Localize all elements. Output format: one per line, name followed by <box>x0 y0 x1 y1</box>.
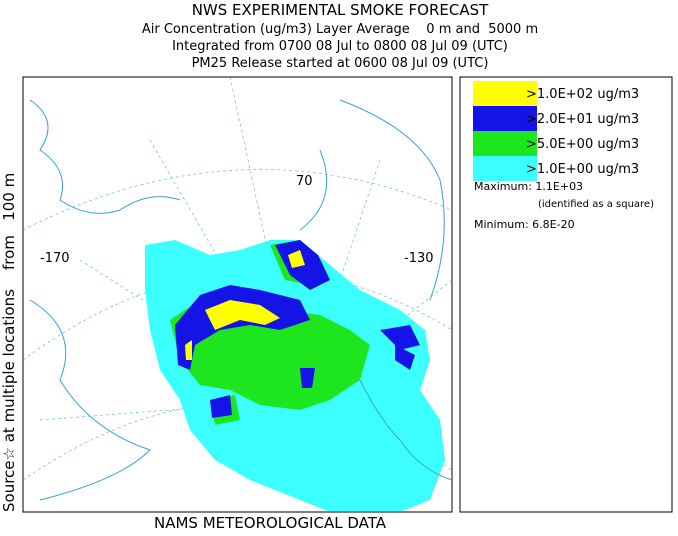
minimum: Minimum: 6.8E-20 <box>474 218 575 231</box>
map: -170 70 -130 <box>22 76 453 513</box>
legend-swatch <box>473 106 537 131</box>
plume <box>175 240 420 418</box>
map-label: -130 <box>404 251 434 266</box>
legend-label: >5.0E+00 ug/m3 <box>526 137 639 152</box>
legend: >1.0E+02 ug/m3 >2.0E+01 ug/m3 >5.0E+00 ug/… <box>459 76 673 513</box>
coastline <box>29 99 451 501</box>
title: NWS EXPERIMENTAL SMOKE FORECAST <box>192 1 489 19</box>
legend-swatch <box>473 131 537 156</box>
plume <box>185 250 305 360</box>
legend-label: >1.0E+00 ug/m3 <box>526 162 639 177</box>
map-label: -170 <box>40 251 70 266</box>
maximum-note: (identified as a square) <box>538 199 654 210</box>
legend-label: >2.0E+01 ug/m3 <box>526 112 639 127</box>
legend-label: >1.0E+02 ug/m3 <box>526 87 639 102</box>
legend-items: >1.0E+02 ug/m3 >2.0E+01 ug/m3 >5.0E+00 ug/… <box>473 81 639 181</box>
footer: NAMS METEOROLOGICAL DATA <box>154 514 387 532</box>
legend-swatch <box>473 156 537 181</box>
maximum: Maximum: 1.1E+03 <box>474 180 583 193</box>
subtitle: Integrated from 0700 08 Jul to 0800 08 J… <box>172 39 508 54</box>
legend-swatch <box>473 81 537 106</box>
side-label: Source☆ at multiple locations from 100 m <box>0 173 18 512</box>
subtitle: PM25 Release started at 0600 08 Jul 09 (… <box>192 56 489 71</box>
map-label: 70 <box>296 174 313 189</box>
subtitle: Air Concentration (ug/m3) Layer Average … <box>142 22 538 37</box>
